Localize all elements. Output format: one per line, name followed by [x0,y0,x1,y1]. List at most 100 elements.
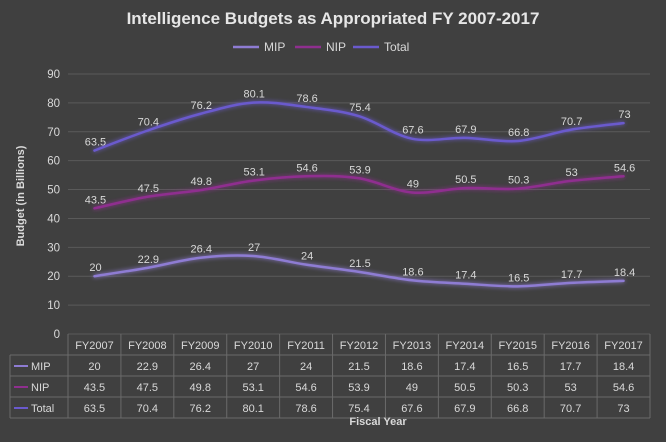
data-label: 18.4 [614,267,635,279]
data-label: 76.2 [191,100,212,112]
category-label: FY2012 [340,340,379,352]
table-cell: 54.6 [613,382,634,394]
data-label: 75.4 [349,102,370,114]
data-table: FY2007 FY2008 FY2009 FY2010 FY2011 FY2012 FY20… [9,334,651,419]
category-label: FY2007 [75,340,114,352]
category-label: FY2016 [551,340,590,352]
table-cell: 49 [406,382,418,394]
data-label: 78.6 [296,93,317,105]
data-label: 49 [407,178,419,190]
category-label: FY2015 [498,340,537,352]
legend-item-nip: NIP [295,40,346,54]
data-label: 20 [89,262,101,274]
data-label: 73 [618,109,630,121]
data-label: 70.7 [561,116,582,128]
legend-label: MIP [264,40,285,54]
table-row-total: Total 63.5 70.4 76.2 80.1 78.6 75.4 67.6 67.9 66.… [14,403,630,415]
data-label: 70.4 [138,117,159,129]
table-row-mip: MIP 20 22.9 26.4 27 24 21.5 18.6 17.4 16.5 17.7 18.… [14,361,634,373]
table-cell: 18.4 [613,361,634,373]
legend-label: NIP [326,40,346,54]
table-cell: 78.6 [295,403,316,415]
series-line-nip [93,174,625,210]
y-tick-label: 40 [47,213,60,225]
data-label: 63.5 [85,137,106,149]
data-label: 17.4 [455,270,476,282]
table-cell: 50.3 [507,382,528,394]
data-label: 50.5 [455,174,476,186]
data-label: 53.9 [349,164,370,176]
row-label: MIP [31,361,51,373]
category-label: FY2010 [234,340,273,352]
table-cell: 21.5 [348,361,369,373]
data-label: 24 [301,251,313,263]
row-label: NIP [31,382,49,394]
data-label: 54.6 [296,162,317,174]
table-cell: 43.5 [84,382,105,394]
table-cell: 75.4 [348,403,369,415]
category-label: FY2014 [446,340,485,352]
data-label: 16.5 [508,272,529,284]
data-label: 26.4 [191,244,212,256]
table-cell: 66.8 [507,403,528,415]
category-label: FY2008 [128,340,167,352]
table-cell: 70.7 [560,403,581,415]
table-cell: 67.6 [401,403,422,415]
table-cell: 53 [565,382,577,394]
series-line-total [93,101,625,152]
y-tick-label: 60 [47,156,60,168]
y-axis-title: Budget (in Billions) [15,145,27,246]
data-label: 22.9 [138,254,159,266]
data-label: 49.8 [191,176,212,188]
table-cell: 17.7 [560,361,581,373]
table-cell: 80.1 [242,403,263,415]
category-label: FY2017 [604,340,643,352]
table-cell: 17.4 [454,361,475,373]
chart-title: Intelligence Budgets as Appropriated FY … [127,9,540,28]
row-label: Total [31,403,54,415]
y-tick-label: 30 [47,242,60,254]
table-cell: 49.8 [190,382,211,394]
y-tick-label: 50 [47,185,60,197]
table-cell: 18.6 [401,361,422,373]
series-lines [93,101,625,288]
data-label: 47.5 [138,183,159,195]
table-cell: 73 [617,403,629,415]
legend-item-total: Total [353,40,409,54]
table-cell: 47.5 [137,382,158,394]
data-label: 66.8 [508,127,529,139]
table-row-nip: NIP 43.5 47.5 49.8 53.1 54.6 53.9 49 50.5 50.3 53 5… [14,382,634,394]
x-axis-title: Fiscal Year [349,416,407,428]
category-label: FY2013 [393,340,432,352]
table-cell: 70.4 [137,403,158,415]
table-cell: 22.9 [137,361,158,373]
gridlines [68,73,650,335]
table-cell: 63.5 [84,403,105,415]
data-label: 67.6 [402,125,423,137]
legend: MIP NIP Total [233,40,409,54]
table-cell: 26.4 [190,361,211,373]
data-label: 53 [566,167,578,179]
legend-label: Total [384,40,409,54]
y-axis-ticks: 0 10 20 30 40 50 60 70 80 90 [47,69,60,341]
table-cell: 67.9 [454,403,475,415]
data-label: 17.7 [561,269,582,281]
y-tick-label: 20 [47,271,60,283]
data-label: 27 [248,242,260,254]
data-label: 43.5 [85,194,106,206]
table-cell: 54.6 [295,382,316,394]
table-cell: 50.5 [454,382,475,394]
table-cell: 27 [247,361,259,373]
table-cell: 53.1 [242,382,263,394]
y-tick-label: 90 [47,69,60,81]
category-label: FY2009 [181,340,220,352]
table-cell: 76.2 [190,403,211,415]
data-label: 67.9 [455,124,476,136]
data-label: 54.6 [614,162,635,174]
data-label: 53.1 [243,167,264,179]
legend-item-mip: MIP [233,40,285,54]
data-label: 50.3 [508,175,529,187]
y-tick-label: 10 [47,300,60,312]
